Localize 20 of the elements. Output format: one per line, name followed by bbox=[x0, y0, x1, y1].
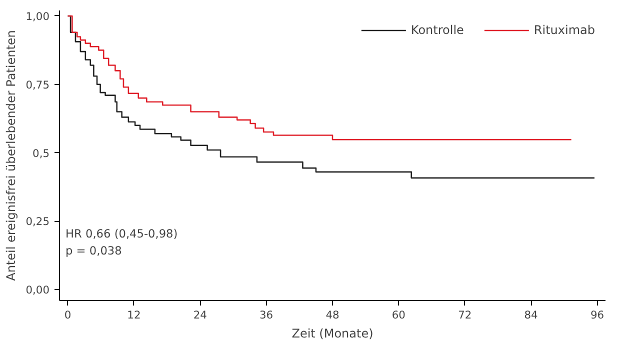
x-tick-label: 60 bbox=[392, 308, 406, 322]
y-tick-label: 0,00 bbox=[26, 284, 50, 297]
x-tick-label: 24 bbox=[193, 308, 208, 322]
legend-label: Rituximab bbox=[534, 23, 595, 37]
x-tick-label: 96 bbox=[590, 308, 604, 322]
x-tick-label: 72 bbox=[458, 308, 472, 322]
x-tick-label: 0 bbox=[64, 308, 72, 322]
annotation: p = 0,038 bbox=[66, 244, 122, 258]
x-tick-label: 36 bbox=[260, 308, 274, 322]
x-tick-label: 84 bbox=[524, 308, 538, 322]
y-tick-label: 1,00 bbox=[26, 10, 50, 23]
x-tick-label: 48 bbox=[326, 308, 340, 322]
y-tick-label: 0,25 bbox=[26, 215, 50, 228]
annotation: HR 0,66 (0,45-0,98) bbox=[66, 226, 178, 240]
legend-label: Kontrolle bbox=[410, 23, 464, 37]
y-tick-label: 0,75 bbox=[26, 78, 50, 92]
x-tick-label: 12 bbox=[127, 308, 141, 322]
y-axis-title: Anteil ereignisfrei überlebender Patienten bbox=[4, 30, 18, 281]
y-tick-label: 0,5 bbox=[32, 146, 50, 160]
x-axis-title: Zeit (Monate) bbox=[292, 326, 374, 340]
